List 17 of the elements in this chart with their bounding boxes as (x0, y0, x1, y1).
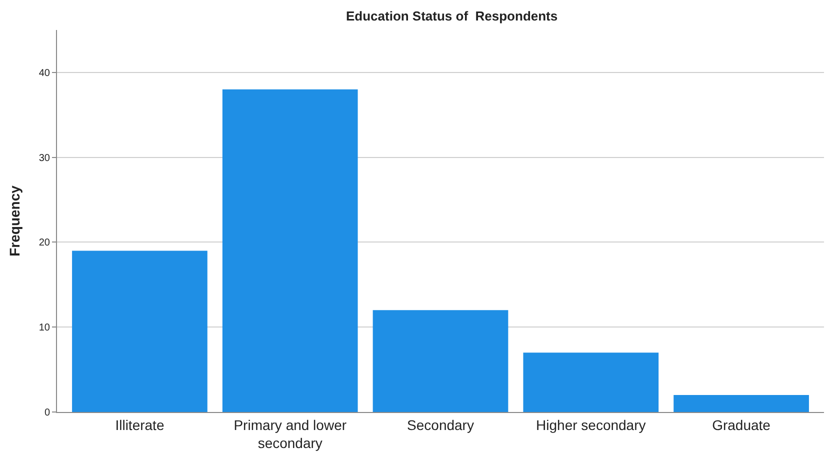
y-tick-label: 0 (44, 408, 50, 418)
y-axis-title: Frequency (6, 185, 22, 256)
bar (222, 89, 358, 412)
y-tick-label: 20 (38, 238, 50, 249)
bar (372, 310, 508, 412)
x-tick-label: Illiterate (115, 416, 164, 433)
x-tick-label: Higher secondary (536, 416, 646, 433)
bar (72, 250, 208, 412)
bar (523, 352, 659, 412)
x-tick-label: Secondary (407, 416, 474, 433)
x-tick-label: Graduate (712, 416, 771, 433)
y-tick-label: 30 (38, 152, 50, 164)
y-tick-label: 10 (38, 322, 50, 334)
chart-title: Education Status of Respondents (346, 8, 558, 24)
bar (674, 395, 809, 412)
y-tick-label: 40 (38, 68, 50, 79)
x-tick-label: Primary and lower secondary (234, 416, 347, 451)
